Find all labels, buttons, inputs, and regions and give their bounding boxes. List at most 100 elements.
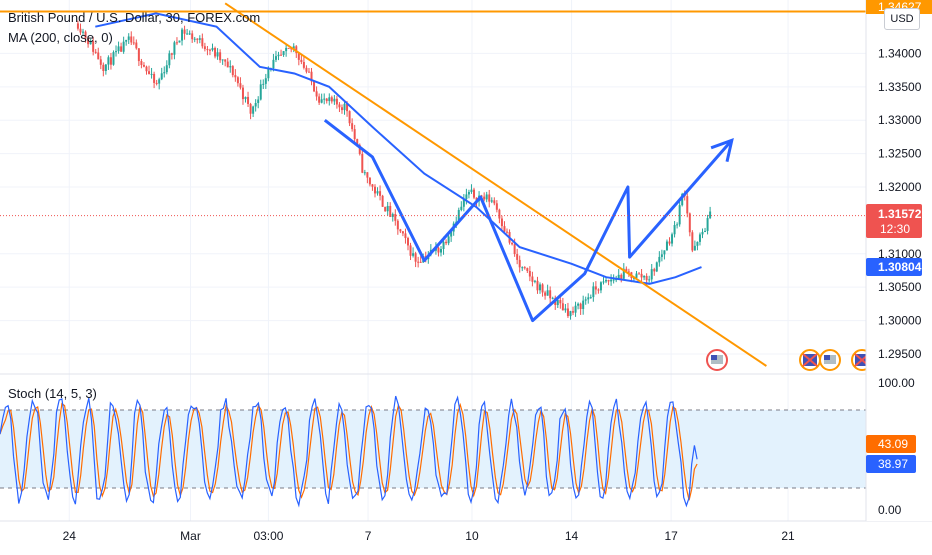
candle-body	[599, 282, 602, 291]
candle-body	[262, 83, 265, 85]
ma-line[interactable]	[95, 12, 702, 285]
candle-body	[264, 78, 267, 84]
candle-body	[153, 73, 156, 83]
symbol-legend[interactable]: British Pound / U.S. Dollar, 30, FOREX.c…	[8, 10, 261, 25]
candle-body	[518, 259, 521, 268]
candle-body	[386, 205, 389, 212]
candle-body	[313, 81, 316, 92]
candle-body	[671, 234, 674, 244]
candle-body	[406, 238, 409, 246]
candle-body	[541, 284, 544, 293]
candle-body	[333, 98, 336, 102]
candle-body	[247, 96, 250, 104]
candle-body	[259, 84, 262, 100]
candle-body	[328, 97, 331, 102]
price-tick-label: 1.30500	[878, 280, 922, 294]
candle-body	[678, 205, 681, 225]
stoch-legend[interactable]: Stoch (14, 5, 3)	[8, 386, 97, 401]
price-tick-label: 1.29500	[878, 347, 922, 361]
candle-body	[691, 232, 694, 251]
candle-body	[300, 59, 303, 63]
candle-body	[450, 231, 453, 237]
candle-body	[178, 40, 181, 43]
candle-body	[351, 123, 354, 130]
candle-body	[622, 268, 625, 279]
candle-body	[272, 59, 275, 69]
candle-body	[665, 241, 668, 251]
candle-body	[495, 203, 498, 210]
candle-body	[569, 311, 572, 317]
stoch-lines-group	[0, 395, 698, 508]
candle-body	[572, 311, 575, 313]
candle-body	[244, 96, 247, 100]
event-flag-uk[interactable]	[799, 349, 821, 371]
candle-body	[89, 41, 92, 45]
candle-body	[107, 57, 110, 65]
candle-body	[640, 273, 643, 278]
time-tick-label: 10	[465, 529, 479, 543]
price-tick-label: 1.30000	[878, 314, 922, 328]
candle-body	[533, 280, 536, 282]
time-tick-label: 14	[565, 529, 579, 543]
candle-body	[414, 253, 417, 262]
candle-body	[607, 280, 610, 282]
arrowhead-drawing[interactable]	[710, 137, 734, 163]
currency-button[interactable]: USD	[884, 8, 920, 30]
candle-body	[130, 36, 133, 43]
candle-body	[706, 218, 709, 231]
candle-body	[460, 206, 463, 210]
candle-body	[305, 67, 308, 72]
candle-body	[249, 103, 252, 114]
candle-body	[404, 233, 407, 239]
candle-body	[211, 47, 214, 51]
candle-body	[302, 62, 305, 68]
time-tick-label: 17	[664, 529, 678, 543]
stoch-k-label: 43.09	[878, 437, 908, 451]
zigzag-drawing[interactable]	[323, 119, 733, 323]
candle-body	[473, 189, 476, 198]
candle-body	[323, 98, 326, 100]
candle-body	[693, 245, 696, 251]
candle-body	[188, 33, 191, 35]
candle-body	[544, 292, 547, 296]
time-tick-label: 21	[781, 529, 795, 543]
candle-body	[368, 177, 371, 185]
candle-body	[104, 64, 107, 71]
candle-body	[556, 300, 559, 306]
candle-body	[564, 308, 567, 311]
candle-body	[353, 129, 356, 140]
candle-body	[137, 48, 140, 62]
stoch-d-tag	[866, 455, 916, 473]
candle-body	[643, 275, 646, 278]
candle-body	[663, 250, 666, 255]
time-axis-area[interactable]	[0, 522, 932, 550]
stoch-tick-label: 100.00	[878, 376, 915, 390]
candle-body	[193, 38, 196, 40]
candle-body	[462, 199, 465, 207]
candle-body	[165, 65, 168, 73]
candle-body	[521, 267, 524, 269]
candle-body	[226, 61, 229, 68]
ma-legend[interactable]: MA (200, close, 0)	[8, 30, 113, 45]
price-tick-label: 1.34000	[878, 46, 922, 60]
candle-body	[346, 103, 349, 112]
candle-body	[696, 241, 699, 246]
candle-body	[79, 28, 82, 33]
trendline-drawing[interactable]	[224, 2, 767, 367]
candle-body	[653, 269, 656, 272]
candle-body	[287, 47, 290, 49]
candle-body	[442, 241, 445, 249]
candle-body	[82, 31, 85, 33]
event-flag-us-2[interactable]	[819, 349, 841, 371]
candle-body	[612, 279, 615, 281]
event-flag-us[interactable]	[706, 349, 728, 371]
candle-body	[168, 53, 171, 66]
time-tick-label: 24	[63, 529, 77, 543]
candle-body	[579, 303, 582, 310]
candle-body	[335, 98, 338, 105]
candle-body	[676, 224, 679, 226]
candle-body	[498, 209, 501, 219]
candle-body	[196, 38, 199, 40]
